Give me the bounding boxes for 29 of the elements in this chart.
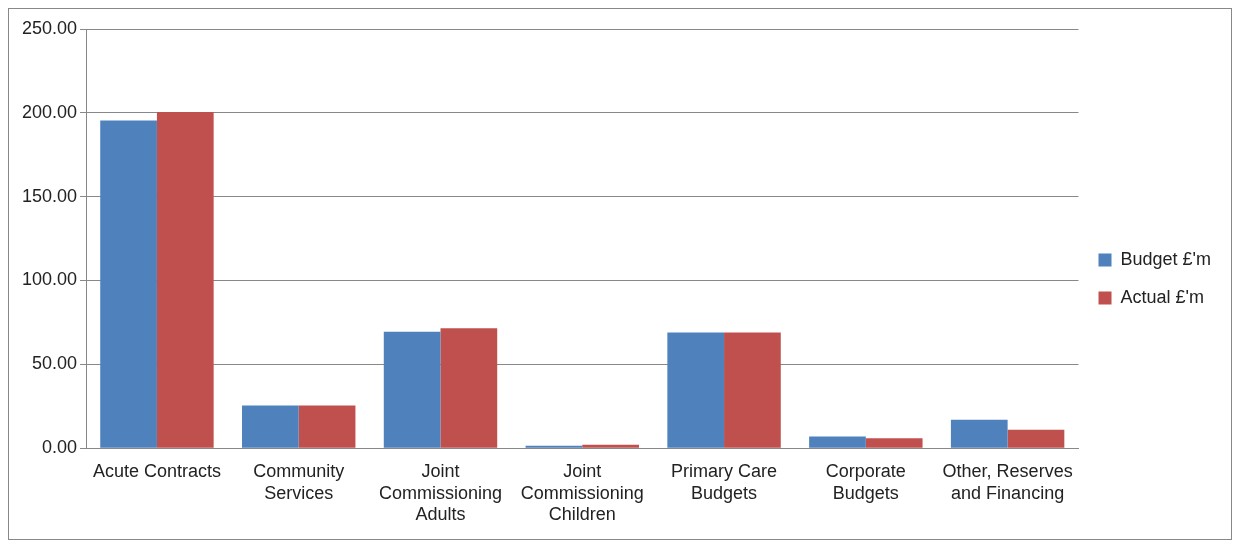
y-tick-label: 100.00: [21, 269, 78, 290]
bar: [298, 405, 356, 448]
x-tick-label: Acute Contracts: [92, 460, 221, 481]
legend-label: Actual £'m: [1120, 286, 1204, 307]
x-tick-label: Corporate Budgets: [825, 460, 906, 503]
bar: [525, 445, 583, 448]
y-tick-label: 250.00: [21, 17, 78, 38]
x-tick-label: Joint Commissioning Children: [520, 460, 644, 525]
legend-label: Budget £'m: [1120, 248, 1212, 269]
y-tick-label: 0.00: [42, 437, 78, 458]
bar: [865, 438, 923, 448]
x-tick-label: Primary Care Budgets: [671, 460, 778, 503]
bar: [809, 436, 866, 448]
bar: [156, 112, 214, 448]
bar: [950, 419, 1008, 448]
bar: [242, 405, 299, 448]
bar: [383, 331, 441, 448]
x-tick-label: Other, Reserves and Financing: [942, 460, 1073, 503]
bar: [582, 444, 639, 448]
y-tick-label: 50.00: [32, 353, 78, 374]
bar: [440, 328, 498, 448]
y-tick-label: 150.00: [21, 185, 78, 206]
bar: [724, 332, 781, 448]
x-tick-label: Joint Commissioning Adults: [378, 460, 503, 525]
bar: [1007, 429, 1065, 448]
x-tick-label: Community Services: [253, 460, 345, 503]
bar: [667, 332, 725, 448]
bar: [100, 120, 157, 448]
y-tick-label: 200.00: [21, 101, 78, 122]
